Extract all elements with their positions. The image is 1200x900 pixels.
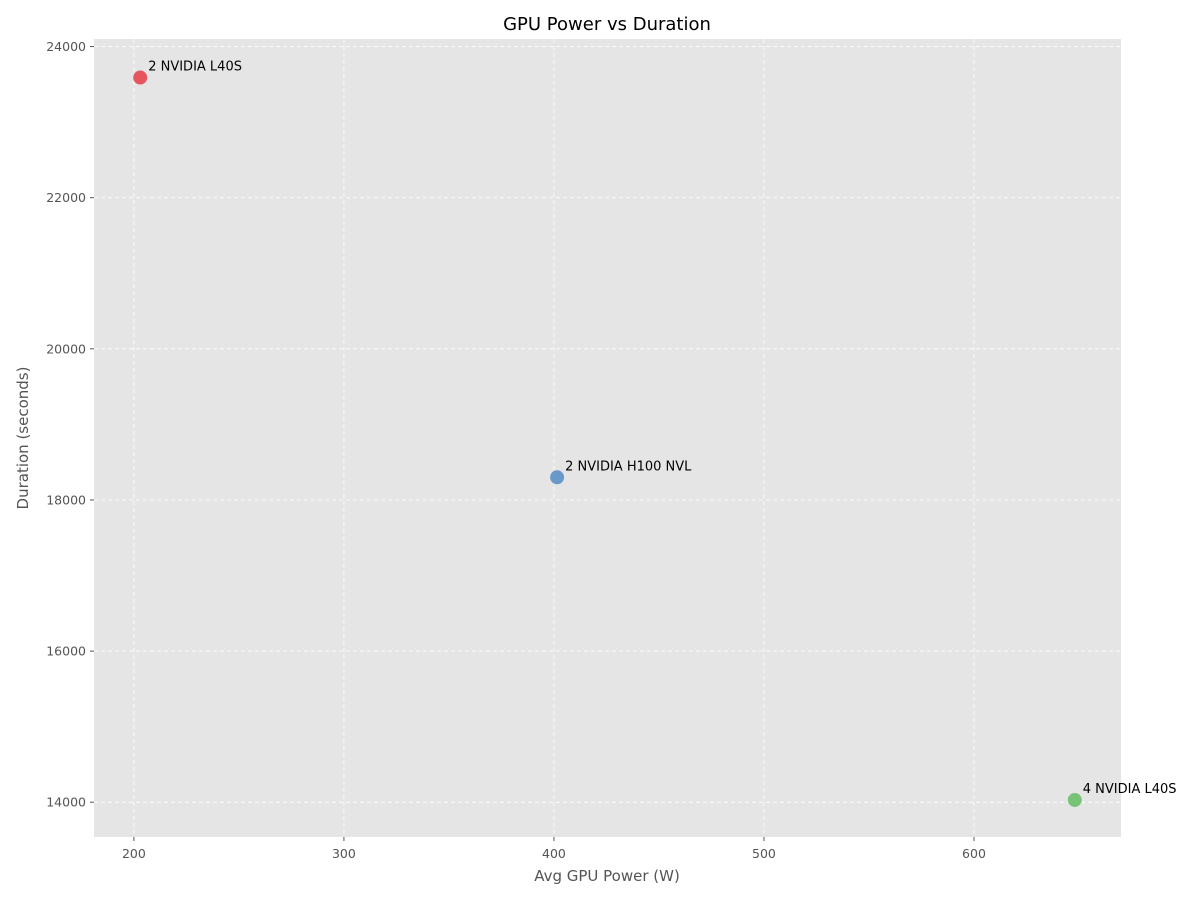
y-tick-label: 16000 (46, 644, 86, 659)
x-tick-label: 500 (752, 846, 776, 861)
y-axis-ticks: 14000 16000 18000 20000 22000 24000 (46, 39, 94, 810)
data-point (550, 470, 565, 485)
grid (94, 39, 1121, 837)
chart-title: GPU Power vs Duration (503, 14, 711, 35)
y-tick-label: 20000 (46, 341, 86, 356)
x-axis-label: Avg GPU Power (W) (534, 867, 680, 885)
data-point (133, 70, 148, 85)
data-points: 2 NVIDIA L40S 2 NVIDIA H100 NVL 4 NVIDIA L… (133, 60, 1177, 807)
point-label: 4 NVIDIA L40S (1083, 782, 1177, 797)
y-tick-label: 14000 (46, 795, 86, 810)
y-axis-label: Duration (seconds) (14, 367, 32, 510)
point-label: 2 NVIDIA L40S (148, 60, 242, 75)
x-tick-label: 200 (122, 846, 146, 861)
x-tick-label: 600 (962, 846, 986, 861)
x-tick-label: 300 (332, 846, 356, 861)
data-point (1067, 792, 1082, 807)
y-tick-label: 22000 (46, 190, 86, 205)
plot-area (94, 39, 1121, 837)
x-axis-ticks: 200 300 400 500 600 (122, 837, 986, 861)
y-tick-label: 24000 (46, 39, 86, 54)
x-tick-label: 400 (542, 846, 566, 861)
point-label: 2 NVIDIA H100 NVL (565, 459, 692, 474)
y-tick-label: 18000 (46, 492, 86, 507)
